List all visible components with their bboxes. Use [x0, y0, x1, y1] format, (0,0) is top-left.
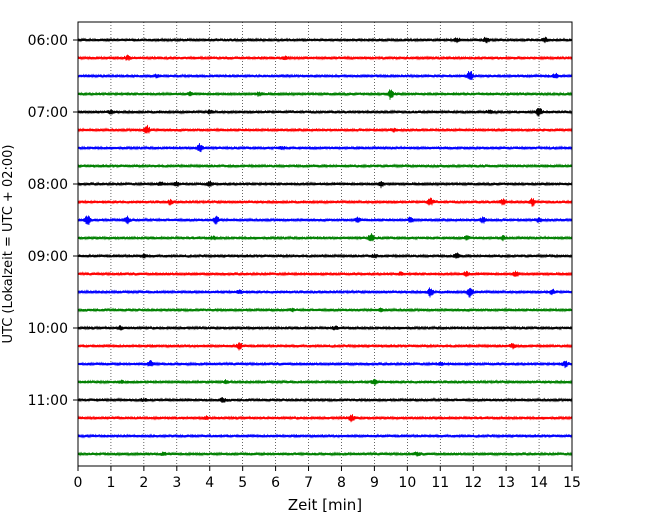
trace-line — [77, 397, 573, 403]
trace-line — [77, 163, 573, 169]
y-tick-label: 11:00 — [28, 393, 68, 409]
trace-line — [77, 142, 573, 153]
trace-line — [77, 180, 573, 189]
x-tick-label: 6 — [271, 475, 280, 491]
trace-line — [77, 307, 573, 313]
x-tick-label: 11 — [431, 475, 449, 491]
x-tick-label: 4 — [205, 475, 214, 491]
y-axis-label: UTC (Lokalzeit = UTC + 02:00) — [1, 145, 16, 344]
trace-line — [77, 378, 573, 386]
x-tick-label: 13 — [497, 475, 515, 491]
trace-line — [77, 124, 573, 134]
x-tick-label: 9 — [370, 475, 379, 491]
x-tick-label: 8 — [337, 475, 346, 491]
trace-line — [77, 215, 573, 225]
x-tick-label: 14 — [530, 475, 548, 491]
x-tick-label: 12 — [464, 475, 482, 491]
x-tick-label: 3 — [172, 475, 181, 491]
y-axis: 06:00 07:00 08:00 09:00 10:00 11:00 — [28, 33, 78, 409]
trace-line — [77, 342, 573, 351]
trace-line — [77, 360, 573, 369]
trace-line — [77, 108, 573, 117]
trace-line — [77, 197, 573, 207]
y-tick-label: 10:00 — [28, 321, 68, 337]
gridlines — [110, 22, 540, 466]
x-axis: 0 1 2 3 4 5 6 7 8 9 10 11 12 13 14 15 — [74, 466, 581, 491]
x-tick-label: 2 — [139, 475, 148, 491]
trace-line — [77, 270, 573, 278]
y-tick-label: 06:00 — [28, 33, 68, 49]
traces — [77, 36, 573, 457]
y-tick-label: 09:00 — [28, 249, 68, 265]
trace-line — [77, 325, 573, 331]
trace-line — [77, 36, 573, 44]
x-tick-label: 10 — [398, 475, 416, 491]
trace-line — [77, 89, 573, 100]
trace-line — [77, 451, 573, 457]
x-axis-label: Zeit [min] — [288, 496, 362, 514]
plot-frame — [77, 21, 573, 467]
x-tick-label: 15 — [563, 475, 581, 491]
y-tick-label: 07:00 — [28, 105, 68, 121]
x-tick-label: 1 — [106, 475, 115, 491]
trace-line — [77, 287, 573, 298]
trace-line — [77, 54, 573, 61]
x-tick-label: 0 — [74, 475, 83, 491]
trace-line — [77, 233, 573, 242]
y-tick-label: 08:00 — [28, 177, 68, 193]
x-tick-label: 5 — [238, 475, 247, 491]
x-tick-label: 7 — [304, 475, 313, 491]
trace-line — [77, 414, 573, 423]
trace-line — [77, 252, 573, 259]
trace-line — [77, 433, 573, 439]
trace-line — [77, 71, 573, 81]
